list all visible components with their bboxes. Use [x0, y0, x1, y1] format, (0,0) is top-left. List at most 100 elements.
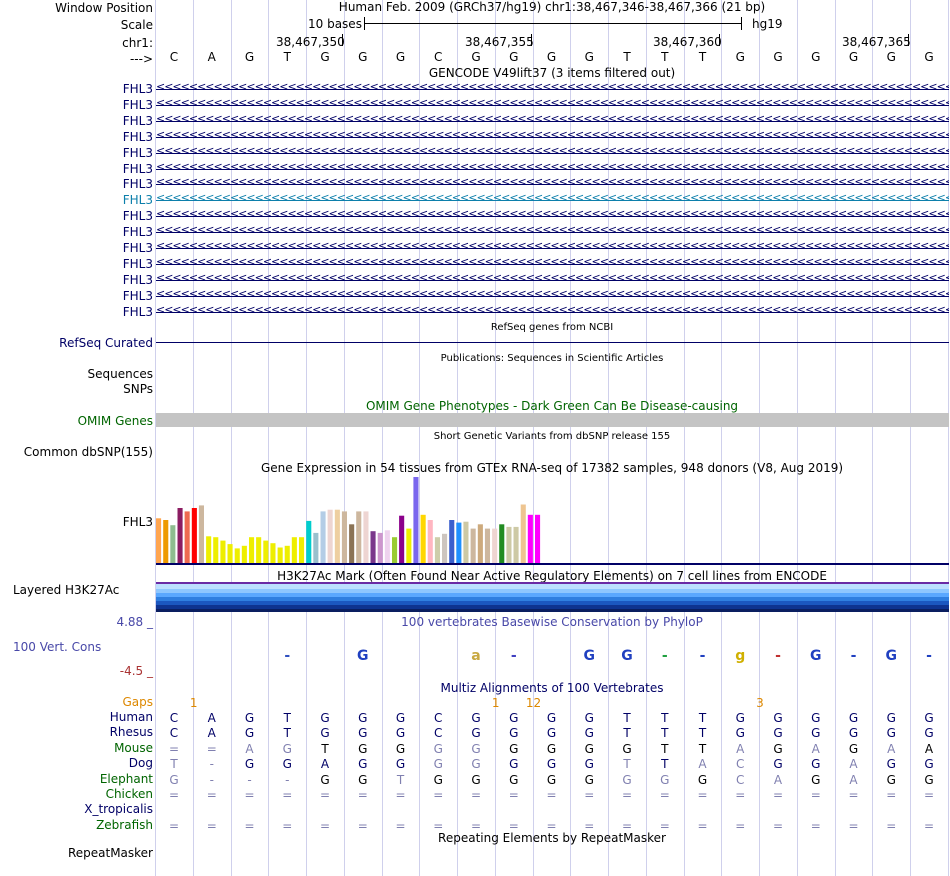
- gtex-tissue-bar[interactable]: [241, 545, 247, 563]
- omim-track-label[interactable]: OMIM Genes: [77, 414, 153, 428]
- gencode-transcript[interactable]: <<<<<<<<<<<<<<<<<<<<<<<<<<<<<<<<<<<<<<<<…: [156, 163, 949, 176]
- gencode-transcript-label[interactable]: FHL3: [122, 145, 153, 160]
- gencode-transcript[interactable]: <<<<<<<<<<<<<<<<<<<<<<<<<<<<<<<<<<<<<<<<…: [156, 226, 949, 239]
- gtex-tissue-bar[interactable]: [406, 528, 412, 563]
- gtex-tissue-bar[interactable]: [449, 520, 455, 563]
- gencode-transcript-label[interactable]: FHL3: [122, 209, 153, 224]
- gencode-transcript-label[interactable]: FHL3: [122, 225, 153, 240]
- gtex-tissue-bar[interactable]: [184, 511, 190, 563]
- gtex-tissue-bar[interactable]: [234, 548, 240, 563]
- gencode-transcript-label[interactable]: FHL3: [122, 113, 153, 128]
- gtex-tissue-bar[interactable]: [384, 530, 390, 563]
- gtex-tissue-bar[interactable]: [306, 520, 312, 563]
- gtex-tissue-bar[interactable]: [349, 524, 355, 563]
- refseq-gene-line[interactable]: [156, 342, 949, 343]
- gencode-transcript-label[interactable]: FHL3: [122, 161, 153, 176]
- gencode-transcript[interactable]: <<<<<<<<<<<<<<<<<<<<<<<<<<<<<<<<<<<<<<<<…: [156, 258, 949, 271]
- repeatmasker-track-label[interactable]: RepeatMasker: [67, 846, 153, 860]
- gtex-tissue-bar[interactable]: [249, 537, 255, 563]
- gtex-tissue-bar[interactable]: [213, 537, 219, 563]
- gtex-tissue-bar[interactable]: [170, 525, 176, 563]
- species-label[interactable]: Zebrafish: [96, 817, 153, 832]
- gtex-tissue-bar[interactable]: [377, 532, 383, 563]
- species-label[interactable]: Mouse: [114, 740, 153, 755]
- gencode-transcript-label[interactable]: FHL3: [122, 193, 153, 208]
- gencode-transcript[interactable]: <<<<<<<<<<<<<<<<<<<<<<<<<<<<<<<<<<<<<<<<…: [156, 210, 949, 223]
- gencode-transcript-label[interactable]: FHL3: [122, 304, 153, 319]
- gtex-tissue-bar[interactable]: [399, 515, 405, 563]
- refseq-track-label[interactable]: RefSeq Curated: [59, 336, 153, 350]
- gencode-transcript[interactable]: <<<<<<<<<<<<<<<<<<<<<<<<<<<<<<<<<<<<<<<<…: [156, 290, 949, 303]
- gencode-transcript-label[interactable]: FHL3: [122, 241, 153, 255]
- gtex-tissue-bar[interactable]: [256, 537, 262, 563]
- gtex-tissue-bar[interactable]: [470, 528, 476, 563]
- gtex-tissue-bar[interactable]: [477, 524, 483, 563]
- gencode-transcript[interactable]: <<<<<<<<<<<<<<<<<<<<<<<<<<<<<<<<<<<<<<<<…: [156, 99, 949, 112]
- gtex-tissue-bar[interactable]: [499, 524, 505, 563]
- gtex-tissue-bar[interactable]: [263, 540, 269, 563]
- gtex-tissue-bar[interactable]: [299, 537, 305, 563]
- gtex-tissue-bar[interactable]: [520, 504, 526, 564]
- gencode-transcript[interactable]: <<<<<<<<<<<<<<<<<<<<<<<<<<<<<<<<<<<<<<<<…: [156, 131, 949, 144]
- gencode-transcript-label[interactable]: FHL3: [122, 288, 153, 303]
- gencode-transcript[interactable]: <<<<<<<<<<<<<<<<<<<<<<<<<<<<<<<<<<<<<<<<…: [156, 242, 949, 255]
- gencode-transcript-label[interactable]: FHL3: [122, 256, 153, 271]
- gencode-transcript[interactable]: <<<<<<<<<<<<<<<<<<<<<<<<<<<<<<<<<<<<<<<<…: [156, 83, 949, 96]
- gtex-tissue-bar[interactable]: [291, 537, 297, 563]
- phylop-track-label[interactable]: 100 Vert. Cons: [13, 640, 102, 654]
- gtex-track-label[interactable]: FHL3: [122, 515, 153, 529]
- gencode-transcript[interactable]: <<<<<<<<<<<<<<<<<<<<<<<<<<<<<<<<<<<<<<<<…: [156, 306, 949, 319]
- gtex-tissue-bar[interactable]: [191, 508, 197, 563]
- gtex-tissue-bar[interactable]: [492, 528, 498, 563]
- gtex-tissue-bar[interactable]: [413, 477, 419, 563]
- gencode-transcript-label[interactable]: FHL3: [122, 97, 153, 112]
- species-label[interactable]: Dog: [128, 756, 153, 771]
- gencode-transcript-label[interactable]: FHL3: [122, 82, 153, 96]
- gtex-tissue-bar[interactable]: [434, 537, 440, 563]
- gtex-tissue-bar[interactable]: [177, 508, 183, 563]
- gtex-tissue-bar[interactable]: [334, 509, 340, 563]
- gtex-tissue-bar[interactable]: [327, 509, 333, 563]
- gtex-tissue-bar[interactable]: [206, 536, 212, 563]
- gencode-transcript[interactable]: <<<<<<<<<<<<<<<<<<<<<<<<<<<<<<<<<<<<<<<<…: [156, 178, 949, 191]
- gencode-transcript[interactable]: <<<<<<<<<<<<<<<<<<<<<<<<<<<<<<<<<<<<<<<<…: [156, 147, 949, 160]
- gtex-tissue-bar[interactable]: [370, 531, 376, 563]
- h3k27ac-signal[interactable]: [156, 582, 949, 612]
- gtex-tissue-bar[interactable]: [163, 520, 169, 563]
- gtex-tissue-bar[interactable]: [442, 533, 448, 563]
- gtex-tissue-bar[interactable]: [420, 514, 426, 563]
- species-label[interactable]: Human: [109, 710, 153, 724]
- gtex-tissue-bar[interactable]: [392, 537, 398, 563]
- gencode-transcript[interactable]: <<<<<<<<<<<<<<<<<<<<<<<<<<<<<<<<<<<<<<<<…: [156, 274, 949, 287]
- gtex-tissue-bar[interactable]: [313, 532, 319, 563]
- gtex-tissue-bar[interactable]: [270, 543, 276, 563]
- species-label[interactable]: Rhesus: [109, 725, 153, 740]
- gtex-tissue-bar[interactable]: [156, 518, 162, 563]
- sequences-track-label[interactable]: Sequences: [87, 367, 153, 381]
- gtex-tissue-bar[interactable]: [456, 522, 462, 563]
- h3k27ac-track-label[interactable]: Layered H3K27Ac: [13, 583, 120, 597]
- gencode-transcript-label[interactable]: FHL3: [122, 177, 153, 192]
- species-label[interactable]: Chicken: [105, 787, 153, 801]
- gtex-tissue-bar[interactable]: [513, 526, 519, 563]
- gencode-transcript[interactable]: <<<<<<<<<<<<<<<<<<<<<<<<<<<<<<<<<<<<<<<<…: [156, 115, 949, 128]
- gtex-tissue-bar[interactable]: [284, 545, 290, 563]
- gtex-tissue-bar[interactable]: [527, 514, 533, 563]
- species-label[interactable]: X_tropicalis: [84, 802, 153, 817]
- gtex-tissue-bar[interactable]: [427, 520, 433, 563]
- gtex-tissue-bar[interactable]: [356, 511, 362, 563]
- gtex-tissue-bar[interactable]: [363, 511, 369, 563]
- gtex-tissue-bar[interactable]: [341, 511, 347, 563]
- gtex-tissue-bar[interactable]: [506, 526, 512, 563]
- gtex-tissue-bar[interactable]: [198, 505, 204, 563]
- gtex-tissue-bar[interactable]: [320, 511, 326, 563]
- gtex-tissue-bar[interactable]: [227, 544, 233, 563]
- snps-track-label[interactable]: SNPs: [123, 382, 153, 396]
- gtex-bar-chart[interactable]: [156, 476, 949, 566]
- gencode-transcript[interactable]: <<<<<<<<<<<<<<<<<<<<<<<<<<<<<<<<<<<<<<<<…: [156, 194, 949, 207]
- gtex-tissue-bar[interactable]: [277, 547, 283, 564]
- gtex-tissue-bar[interactable]: [220, 540, 226, 563]
- gtex-tissue-bar[interactable]: [484, 528, 490, 563]
- dbsnp-track-label[interactable]: Common dbSNP(155): [23, 445, 153, 459]
